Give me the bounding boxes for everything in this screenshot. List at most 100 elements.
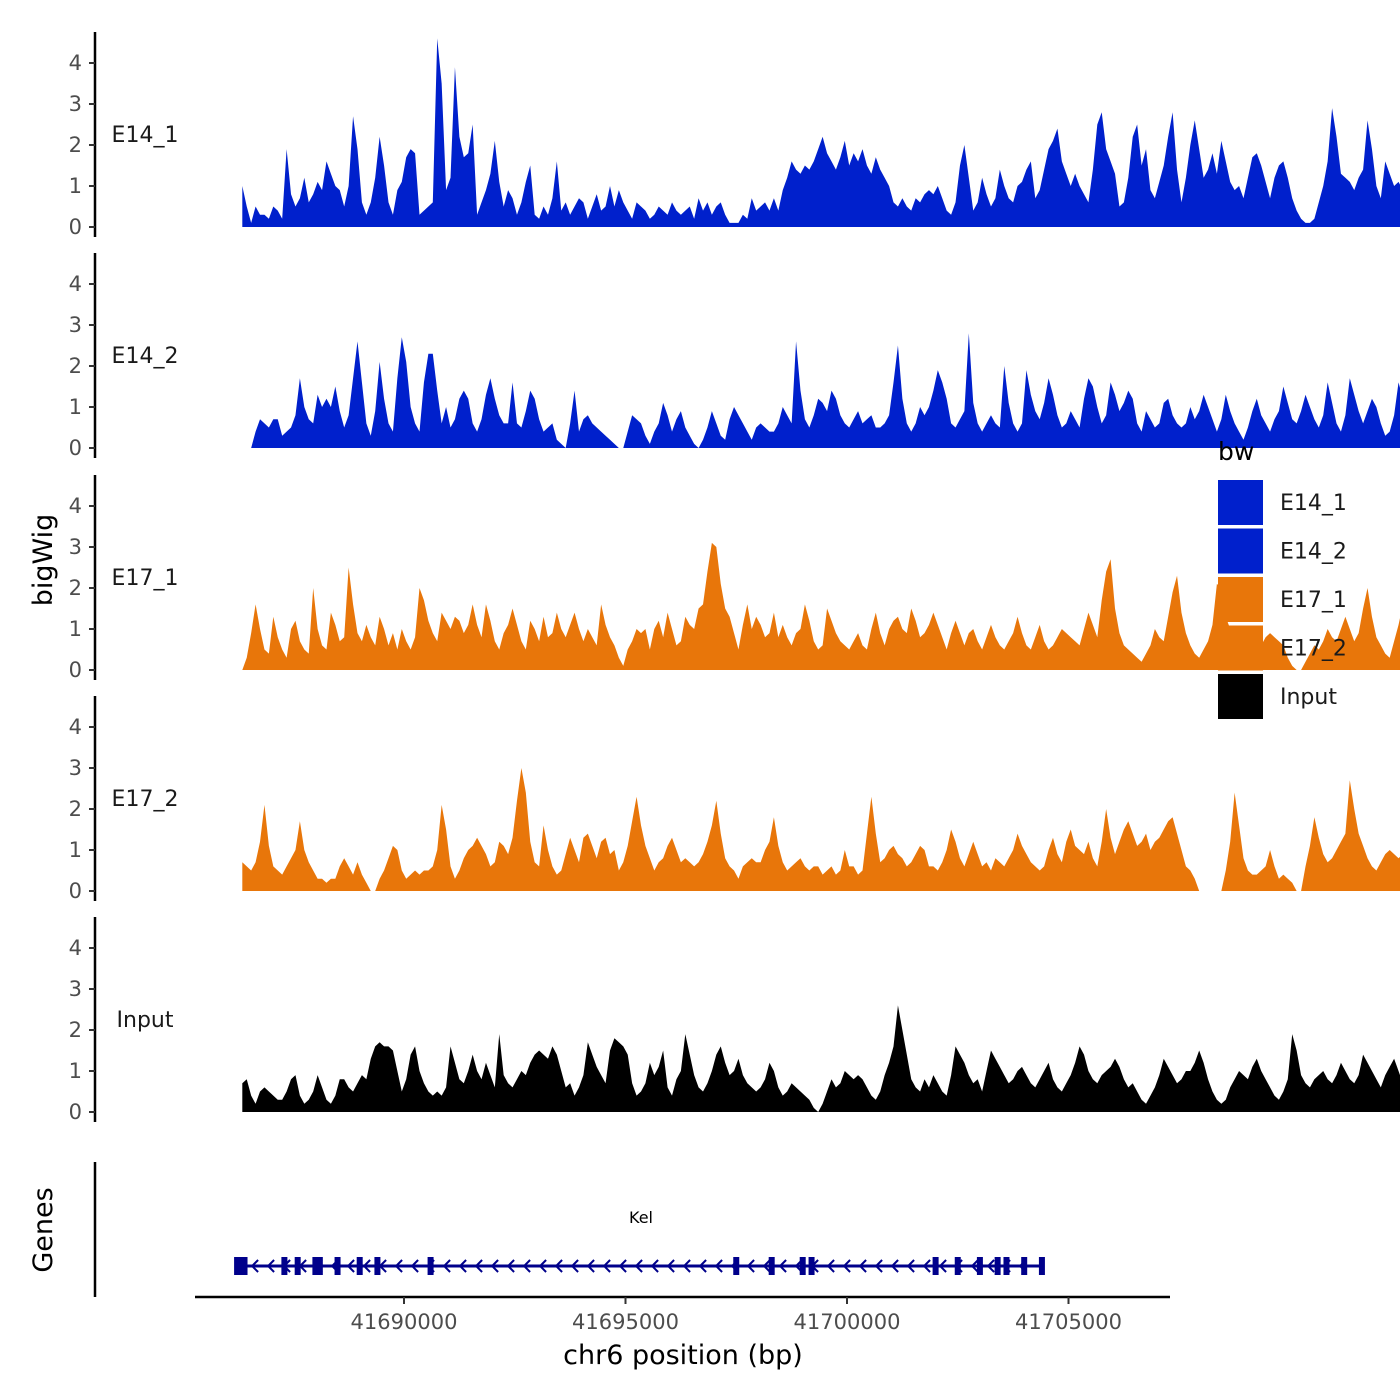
strand-arrow (906, 1259, 915, 1273)
x-axis: 41690000 41695000 41700000 41705000 (195, 1295, 1170, 1334)
y-tick-label: 3 (69, 756, 82, 780)
exon (316, 1257, 323, 1275)
strand-arrow (586, 1259, 595, 1273)
strand-arrow (970, 1259, 979, 1273)
y-tick-label: 4 (69, 51, 82, 75)
y-tick-label: 0 (69, 658, 82, 682)
strand-arrow (938, 1259, 947, 1273)
y-tick-label: 3 (69, 313, 82, 337)
strand-arrow (346, 1259, 355, 1273)
strand-arrow (778, 1259, 787, 1273)
exon (374, 1257, 381, 1275)
legend-label-E17_2: E17_2 (1280, 637, 1347, 662)
track-E14_1: 0 1 2 3 4 E14_1 (69, 32, 1400, 239)
exon (356, 1257, 363, 1275)
strand-arrow (762, 1259, 771, 1273)
exon (1021, 1257, 1028, 1275)
strand-arrow (986, 1259, 995, 1273)
strand-arrow (442, 1259, 451, 1273)
y-tick-label: 3 (69, 977, 82, 1001)
track-E14_2: 0 1 2 3 4 E14_2 (69, 253, 1400, 460)
legend-label-E14_1: E14_1 (1280, 491, 1347, 516)
x-tick-label: 41700000 (794, 1310, 901, 1334)
exon (1003, 1257, 1010, 1275)
strand-arrow (682, 1259, 691, 1273)
legend-key-E14_2 (1218, 528, 1263, 574)
legend-key-E14_1 (1218, 480, 1263, 525)
legend: bw E14_1 E14_2 E17_1 E17_2 Input (1218, 437, 1347, 719)
y-tick-label: 0 (69, 1100, 82, 1124)
track-label: Input (117, 1008, 174, 1033)
exon (427, 1257, 434, 1275)
strand-arrow (602, 1259, 611, 1273)
y-tick-label: 2 (69, 576, 82, 600)
strand-arrow (634, 1259, 643, 1273)
x-tick-label: 41690000 (351, 1310, 458, 1334)
genes-panel: Kel (93, 1162, 1045, 1297)
exon (281, 1257, 288, 1275)
y-tick-label: 0 (69, 215, 82, 239)
exon (808, 1257, 815, 1275)
y-tick-label: 1 (69, 395, 82, 419)
legend-title: bw (1218, 437, 1254, 466)
exon (733, 1257, 740, 1275)
y-tick-label: 4 (69, 936, 82, 960)
track-label: E14_1 (112, 123, 179, 148)
exon (294, 1257, 301, 1275)
legend-label-E17_1: E17_1 (1280, 588, 1347, 613)
strand-arrow (890, 1259, 899, 1273)
track-Input: 0 1 2 3 4 Input (69, 917, 1400, 1124)
genes-axis-title: Genes (28, 1187, 59, 1272)
exon (799, 1257, 806, 1275)
strand-arrow (394, 1259, 403, 1273)
strand-arrow (842, 1259, 851, 1273)
strand-arrow (570, 1259, 579, 1273)
coverage-area-E14_1 (242, 38, 1400, 227)
strand-arrow (538, 1259, 547, 1273)
exon (932, 1257, 939, 1275)
y-tick-label: 2 (69, 797, 82, 821)
exon (768, 1257, 775, 1275)
track-label: E17_2 (112, 787, 179, 812)
strand-arrow (266, 1259, 275, 1273)
strand-arrow (698, 1259, 707, 1273)
exon (994, 1257, 1001, 1275)
y-tick-label: 4 (69, 272, 82, 296)
y-tick-label: 2 (69, 133, 82, 157)
legend-key-Input (1218, 674, 1263, 719)
tracks-layer: 0 1 2 3 4 E14_1 0 1 2 3 4 E14_2 0 1 2 3 4 E17_1 0 1 2 3 4 E17_2… (69, 32, 1400, 1124)
strand-arrow (474, 1259, 483, 1273)
y-tick-label: 4 (69, 715, 82, 739)
y-axis-title: bigWig (28, 514, 59, 607)
y-tick-label: 4 (69, 494, 82, 518)
strand-arrow (666, 1259, 675, 1273)
exon (1038, 1257, 1045, 1275)
strand-arrow (922, 1259, 931, 1273)
strand-arrow (410, 1259, 419, 1273)
legend-label-Input: Input (1280, 685, 1337, 710)
track-E17_2: 0 1 2 3 4 E17_2 (69, 696, 1400, 903)
track-label: E14_2 (112, 344, 179, 369)
y-tick-label: 2 (69, 354, 82, 378)
y-tick-label: 3 (69, 92, 82, 116)
gene-name-label: Kel (629, 1208, 653, 1227)
exon (954, 1257, 961, 1275)
strand-arrow (250, 1259, 259, 1273)
strand-arrow (458, 1259, 467, 1273)
coverage-area-Input (242, 1005, 1400, 1112)
track-E17_1: 0 1 2 3 4 E17_1 (69, 475, 1400, 682)
y-tick-label: 1 (69, 617, 82, 641)
legend-key-E17_1 (1218, 577, 1263, 622)
strand-arrow (618, 1259, 627, 1273)
legend-label-E14_2: E14_2 (1280, 540, 1347, 565)
strand-arrow (506, 1259, 515, 1273)
y-tick-label: 0 (69, 436, 82, 460)
strand-arrow (714, 1259, 723, 1273)
coverage-area-E17_1 (242, 542, 1400, 670)
strand-arrow (874, 1259, 883, 1273)
y-tick-label: 0 (69, 879, 82, 903)
y-tick-label: 1 (69, 838, 82, 862)
strand-arrow (650, 1259, 659, 1273)
coverage-area-E17_2 (242, 768, 1400, 891)
